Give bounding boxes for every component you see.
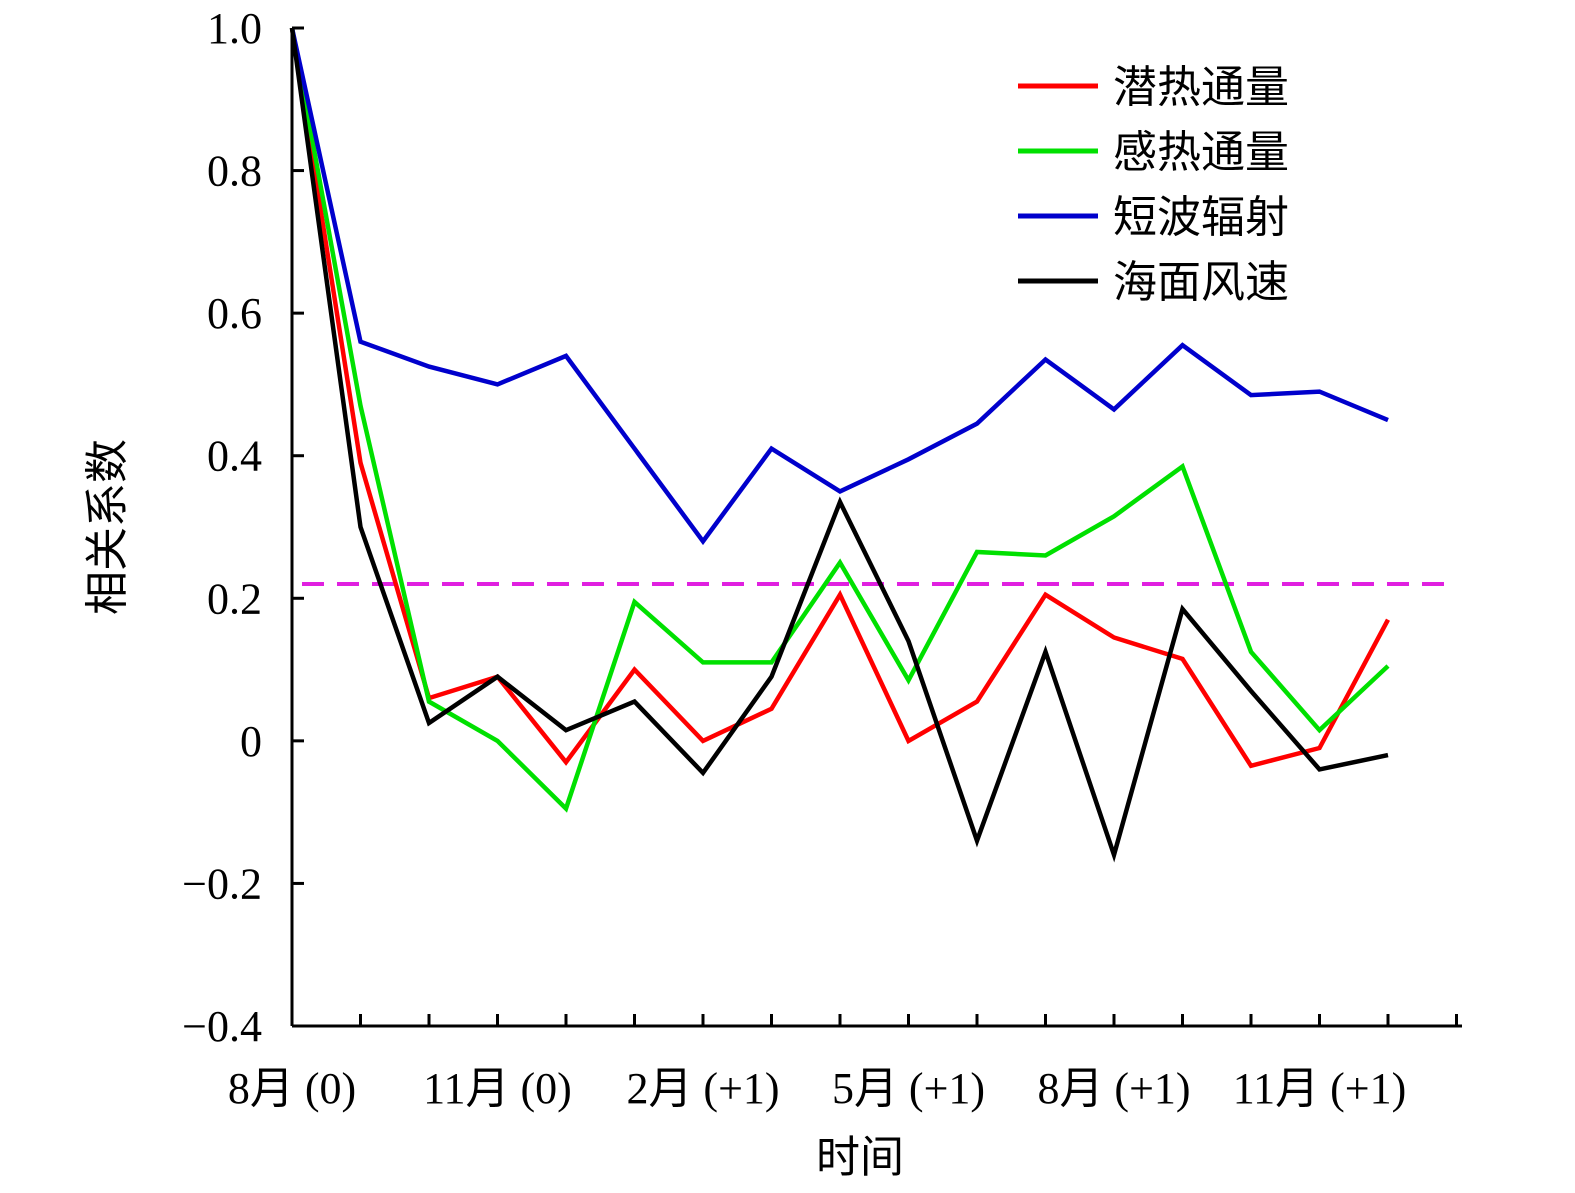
- y-tick-label: 0.2: [207, 574, 262, 623]
- x-tick-label: 5月 (+1): [832, 1064, 985, 1113]
- series-line-1: [289, 27, 1390, 813]
- x-tick-label: 11月 (0): [423, 1064, 572, 1113]
- series-line-0: [289, 27, 1390, 769]
- axes-layer: 1.0 0.8 0.6 0.4 0.2 0 −0.2 −0.4 8月 (0) 11月 (0) 2月 …: [182, 4, 1462, 1113]
- legend-label: 短波辐射: [1113, 192, 1289, 243]
- y-tick-label: −0.2: [182, 859, 262, 908]
- x-tick-label: 8月 (+1): [1037, 1064, 1190, 1113]
- x-axis-title: 时间: [816, 1132, 904, 1183]
- legend-label: 潜热通量: [1113, 62, 1289, 113]
- x-tick-label: 11月 (+1): [1233, 1064, 1407, 1113]
- y-axis-title: 相关系数: [82, 439, 133, 615]
- x-tick-label: 2月 (+1): [626, 1064, 779, 1113]
- series-line-2: [289, 27, 1389, 546]
- y-tick-label: −0.4: [182, 1002, 262, 1051]
- series-layer: [289, 27, 1390, 863]
- series-line-3: [289, 27, 1389, 863]
- y-tick-label: 0.8: [207, 147, 262, 196]
- y-tick-label: 1.0: [207, 4, 262, 53]
- y-tick-label: 0.6: [207, 289, 262, 338]
- y-tick-label: 0: [240, 717, 262, 766]
- legend-label: 感热通量: [1113, 127, 1289, 178]
- x-tick-label: 8月 (0): [228, 1064, 356, 1113]
- y-tick-label: 0.4: [207, 432, 262, 481]
- legend-label: 海面风速: [1113, 257, 1289, 308]
